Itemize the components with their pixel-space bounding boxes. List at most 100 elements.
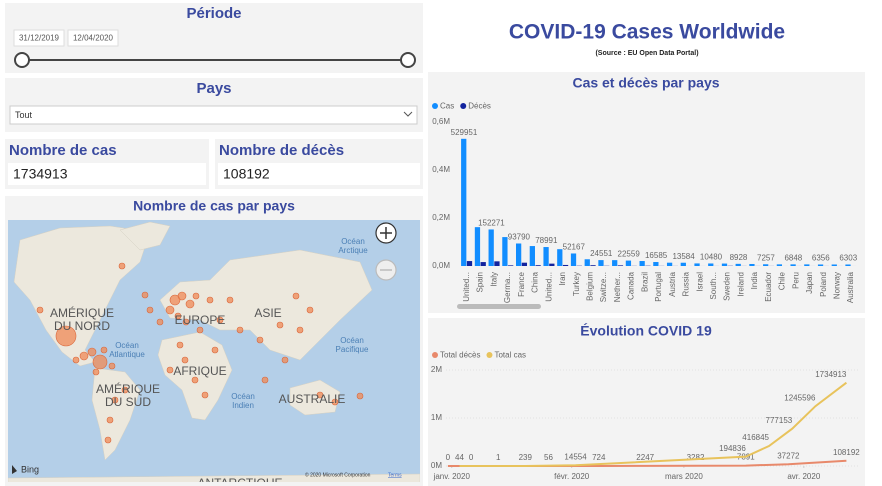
x-tick-label: United... [462,272,471,302]
y-tick-label: 1M [431,413,442,422]
bar [466,261,473,266]
bar-panel [428,72,865,313]
data-label: 777153 [766,416,793,425]
start-date-box[interactable] [13,29,65,47]
start-date: 31/12/2019 [19,34,60,43]
map-bubble [191,376,199,384]
slider-end-handle[interactable] [400,52,416,68]
map-bubble [87,347,97,357]
map-bubble [206,296,214,304]
x-tick-label: Germa... [503,272,512,303]
data-label: 6848 [784,253,802,262]
map-bubble [118,262,126,270]
map-bubble [174,312,182,320]
map-bubble [356,392,364,400]
map-copyright: © 2020 Microsoft Corporation [305,471,371,478]
data-label: 37272 [777,451,800,460]
x-tick-label: Russia [682,271,691,296]
x-tick-label: Turkey [572,272,581,296]
y-tick-label: 0M [431,461,442,470]
data-label: 108192 [833,448,860,457]
x-tick-label: Belgium [585,272,594,301]
deaths-label: Nombre de décès [219,142,344,159]
bar [502,237,508,266]
slider-start-handle[interactable] [14,52,30,68]
map-label: Arctique [338,246,368,255]
x-tick-label: Switze... [599,272,608,302]
map-bubble [106,416,114,424]
map-bubble [146,306,154,314]
bar [845,264,851,266]
end-date-box[interactable] [67,29,119,47]
map-label: Pacifique [336,345,369,354]
bar [474,227,481,266]
line-series [459,381,848,467]
map-label: Océan [340,336,364,345]
country-dropdown[interactable] [9,105,418,125]
map-bubble [331,398,339,406]
data-label: 14554 [564,452,587,461]
bar [804,264,810,266]
map-bubble [181,356,189,364]
legend-swatch [432,352,438,358]
country-title: Pays [196,80,231,97]
map-bubble [108,362,116,370]
data-label: 3282 [687,453,705,462]
bar [708,263,714,266]
bar [680,262,686,266]
data-label: 10480 [700,253,723,262]
australia [289,379,341,416]
x-tick-label: Japan [805,272,814,294]
cases-value: 1734913 [13,166,68,182]
map-terms[interactable]: Terms [388,472,402,478]
scrollbar[interactable] [457,304,541,309]
map-bubble [169,294,181,306]
map-bubble [79,351,89,361]
data-label: 529951 [451,128,478,137]
map-bubble [185,299,195,309]
map-bubble [100,346,108,354]
greenland [119,221,171,251]
x-tick-label: Sweden [723,272,732,301]
map-bubble [92,368,100,376]
x-tick-label: Nether... [613,272,622,302]
data-label: 416845 [742,433,769,442]
map-bubble [182,318,190,326]
data-label: 6303 [839,254,857,263]
map-bubble [176,341,184,349]
map-label: AMÉRIQUE [50,305,114,320]
page-subtitle: (Source : EU Open Data Portal) [595,50,698,57]
legend-swatch [460,103,467,109]
x-tick-label: mars 2020 [665,472,703,481]
bar [480,262,486,266]
bar [749,263,755,266]
africa [157,331,233,421]
bar [639,261,645,266]
country-selected: Tout [15,110,33,120]
map-bubble [211,346,219,354]
y-tick-label: 0,2M [432,213,450,222]
bar [535,265,541,266]
x-tick-label: Canada [627,271,636,300]
bar [790,264,796,266]
y-tick-label: 0,0M [432,261,450,270]
x-tick-label: India [750,271,759,289]
bar [543,247,549,266]
data-label: 8928 [730,253,748,262]
map-bubble [55,325,77,347]
bar [817,264,824,266]
bar [508,265,514,266]
cases-value-box [8,163,206,185]
x-tick-label: Poland [819,272,828,297]
map-label: DU SUD [105,395,151,409]
bar [488,229,494,266]
x-tick-label: févr. 2020 [554,472,590,481]
bar [721,263,728,266]
map-label: ASIE [254,306,281,320]
x-tick-label: Israel [695,272,704,292]
map-bubble [261,376,269,384]
map-label: Océan [115,341,139,350]
x-tick-label: United... [544,272,553,302]
map-label: AUSTRALIE [279,392,346,406]
